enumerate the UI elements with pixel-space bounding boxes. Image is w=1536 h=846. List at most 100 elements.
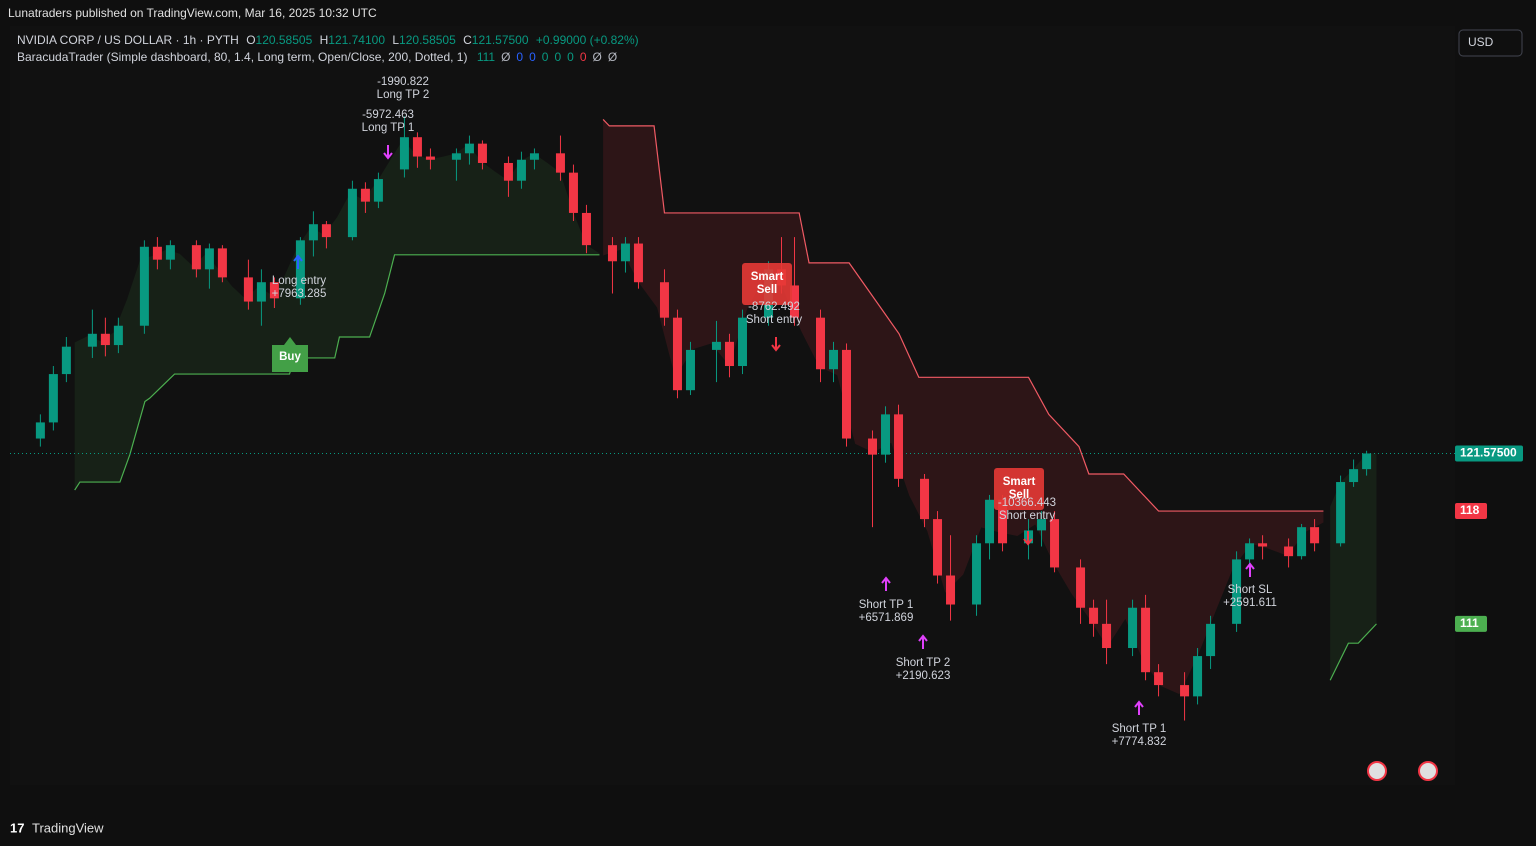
annotation-text: Long entry bbox=[272, 275, 327, 287]
candle-body bbox=[113, 325, 123, 346]
candle-body bbox=[1310, 527, 1320, 544]
candle-body bbox=[933, 519, 943, 576]
indicator-value: 0 bbox=[580, 50, 587, 64]
candle-body bbox=[464, 143, 474, 154]
currency-button[interactable] bbox=[1458, 29, 1523, 57]
candle-body bbox=[1154, 672, 1164, 686]
candle-body bbox=[868, 438, 878, 455]
candle-body bbox=[1076, 567, 1086, 608]
annotation-text: +2190.623 bbox=[896, 670, 951, 682]
annotation-text: Short TP 2 bbox=[896, 657, 951, 669]
candle-body bbox=[1258, 543, 1268, 547]
candle-body bbox=[1141, 607, 1151, 673]
price-label: 118 bbox=[1460, 503, 1480, 517]
candle-body bbox=[204, 248, 214, 270]
annotation-text: Smart bbox=[1003, 476, 1036, 488]
candle-body bbox=[1128, 607, 1138, 649]
o-value: 120.58505 bbox=[256, 33, 313, 47]
currency[interactable]: USD bbox=[1468, 35, 1494, 49]
candle-body bbox=[894, 414, 904, 479]
candle-body bbox=[568, 172, 578, 213]
annotation-text: Short SL bbox=[1228, 584, 1273, 596]
buy-badge bbox=[272, 337, 308, 372]
indicator-value: Ø bbox=[608, 50, 617, 64]
c-value: 121.57500 bbox=[472, 33, 529, 47]
indicator-value: 0 bbox=[554, 50, 561, 64]
o-label: O bbox=[246, 33, 255, 47]
candle-body bbox=[581, 212, 591, 246]
candle-body bbox=[920, 478, 930, 520]
candle-body bbox=[842, 349, 852, 439]
price-label-box bbox=[1455, 503, 1487, 520]
candle-body bbox=[295, 240, 305, 299]
annotation-text: +2591.611 bbox=[1223, 597, 1277, 609]
price-label-box bbox=[1455, 615, 1487, 632]
candle-body bbox=[659, 282, 669, 318]
indicator-value: 111 bbox=[477, 50, 496, 64]
candle-body bbox=[555, 153, 565, 173]
sell-badge bbox=[742, 263, 792, 305]
price-axis: 121.57500 118 111 bbox=[1455, 445, 1523, 632]
change: +0.99000 (+0.82%) bbox=[536, 33, 639, 47]
candle-body bbox=[1232, 559, 1242, 624]
candle-body bbox=[985, 499, 995, 544]
logo-mark: 17 bbox=[10, 820, 24, 835]
candle-body bbox=[412, 137, 422, 157]
annotation-text: Sell bbox=[757, 284, 777, 296]
annotation-text: -10366.443 bbox=[998, 497, 1056, 509]
candle-body bbox=[1297, 527, 1307, 557]
candle-body bbox=[607, 245, 617, 262]
candle-body bbox=[243, 277, 253, 302]
h-value: 121.74100 bbox=[328, 33, 385, 47]
plot-area bbox=[10, 26, 1455, 785]
publisher: Lunatraders published on TradingView.com… bbox=[8, 6, 377, 20]
signal-arrow bbox=[1023, 531, 1033, 546]
sell-badge bbox=[994, 468, 1044, 510]
candle-body bbox=[308, 224, 318, 241]
candle-body bbox=[1206, 623, 1216, 657]
l-label: L bbox=[392, 33, 399, 47]
symbol-line: NVIDIA CORP / US DOLLAR · 1h · PYTH O120… bbox=[17, 33, 639, 47]
candle-body bbox=[685, 349, 695, 391]
annotation-text: +6571.869 bbox=[859, 612, 914, 624]
indicator-name: BaracudaTrader (Simple dashboard, 80, 1.… bbox=[17, 50, 467, 64]
candle-body bbox=[633, 243, 643, 283]
annotation-text: Long TP 2 bbox=[377, 89, 430, 101]
candle-body bbox=[1050, 519, 1060, 568]
candle-body bbox=[139, 246, 149, 326]
candle-body bbox=[829, 349, 839, 370]
price-label-box bbox=[1455, 445, 1523, 462]
signal-arrow bbox=[771, 337, 781, 352]
signal-arrow bbox=[383, 145, 393, 160]
candle-body bbox=[1037, 519, 1047, 531]
trail-line bbox=[74, 254, 600, 491]
event-flag[interactable] bbox=[1418, 761, 1438, 781]
indicator-value: 0 bbox=[516, 50, 523, 64]
indicator-line: BaracudaTrader (Simple dashboard, 80, 1.… bbox=[17, 50, 617, 64]
candle-body bbox=[321, 224, 331, 238]
symbol-name: NVIDIA CORP / US DOLLAR · 1h · PYTH bbox=[17, 33, 239, 47]
candle-body bbox=[451, 153, 461, 160]
candle-body bbox=[165, 245, 175, 260]
price-label: 111 bbox=[1460, 616, 1479, 630]
indicator-value: Ø bbox=[501, 50, 510, 64]
candle-body bbox=[672, 317, 682, 391]
candle-body bbox=[503, 162, 513, 181]
c-label: C bbox=[463, 33, 472, 47]
indicator-value: Ø bbox=[593, 50, 602, 64]
candle-body bbox=[1245, 543, 1255, 560]
annotation-text: -8762.492 bbox=[748, 301, 800, 313]
indicator-value: 0 bbox=[542, 50, 549, 64]
candle-body bbox=[1102, 623, 1112, 649]
candle-body bbox=[35, 422, 45, 439]
candle-body bbox=[269, 282, 279, 299]
annotation-text: Short entry bbox=[999, 510, 1055, 522]
h-label: H bbox=[320, 33, 329, 47]
event-flag[interactable] bbox=[1367, 761, 1387, 781]
annotation-text: Long TP 1 bbox=[362, 122, 415, 134]
annotation-text: -5972.463 bbox=[362, 109, 414, 121]
candle-body bbox=[477, 143, 487, 163]
candle-body bbox=[1180, 685, 1190, 697]
signal-arrow bbox=[918, 634, 928, 649]
